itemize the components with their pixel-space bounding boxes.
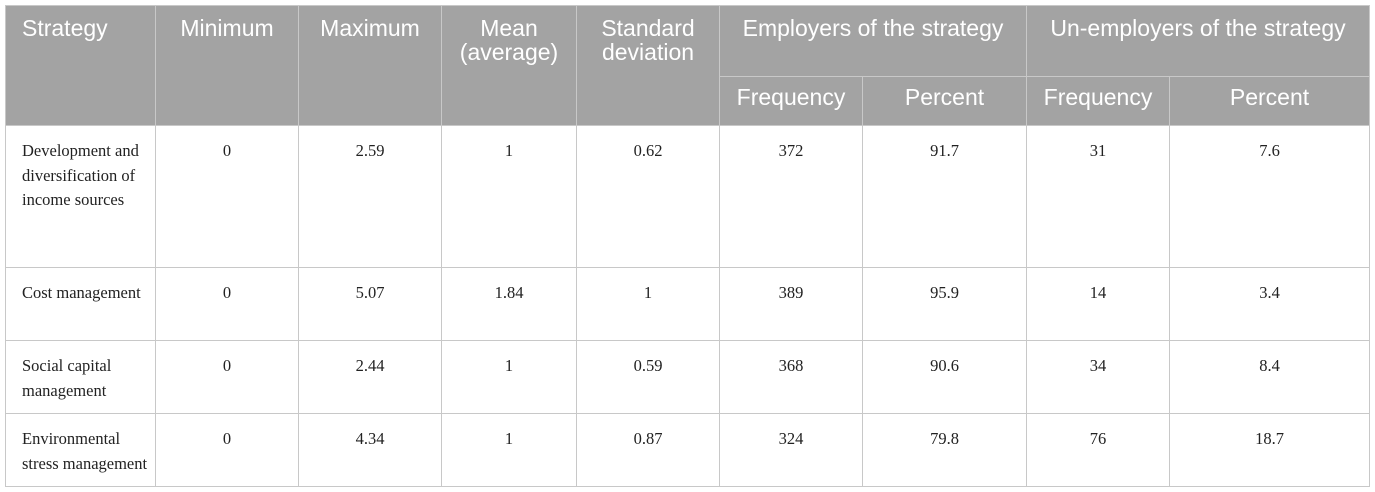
cell-mean: 1 [441, 413, 577, 487]
table-row: Cost management 0 5.07 1.84 1 389 95.9 1… [5, 267, 1371, 341]
cell-minimum: 0 [155, 267, 299, 341]
cell-mean: 1 [441, 125, 577, 268]
cell-minimum: 0 [155, 413, 299, 487]
cell-unemployers-percent: 18.7 [1169, 413, 1371, 487]
header-employers-frequency: Frequency [719, 76, 863, 126]
header-strategy: Strategy [5, 5, 156, 126]
cell-standard-deviation: 0.62 [576, 125, 720, 268]
header-maximum: Maximum [298, 5, 442, 126]
cell-employers-percent: 90.6 [861, 340, 1028, 414]
cell-employers-frequency: 368 [719, 340, 863, 414]
cell-employers-frequency: 372 [719, 125, 863, 268]
cell-standard-deviation: 1 [576, 267, 720, 341]
table-row: Environmental stress management 0 4.34 1… [5, 413, 1371, 487]
cell-strategy: Environmental stress management [5, 413, 156, 487]
cell-unemployers-frequency: 14 [1026, 267, 1171, 341]
cell-unemployers-frequency: 34 [1026, 340, 1171, 414]
cell-strategy: Development and diversification of incom… [5, 125, 156, 268]
table-row: Social capital management 0 2.44 1 0.59 … [5, 340, 1371, 414]
header-standard-deviation: Standard deviation [576, 5, 720, 126]
cell-strategy: Cost management [5, 267, 156, 341]
cell-unemployers-frequency: 76 [1026, 413, 1171, 487]
cell-employers-percent: 79.8 [861, 413, 1028, 487]
header-unemployers-percent: Percent [1169, 76, 1371, 126]
cell-employers-frequency: 389 [719, 267, 863, 341]
strategy-table: Strategy Minimum Maximum Mean (average) … [5, 5, 1371, 487]
header-minimum: Minimum [155, 5, 299, 126]
cell-standard-deviation: 0.87 [576, 413, 720, 487]
table-row: Development and diversification of incom… [5, 125, 1371, 268]
cell-employers-percent: 91.7 [861, 125, 1028, 268]
cell-maximum: 5.07 [298, 267, 442, 341]
cell-minimum: 0 [155, 340, 299, 414]
cell-strategy: Social capital management [5, 340, 156, 414]
cell-maximum: 4.34 [298, 413, 442, 487]
cell-unemployers-percent: 7.6 [1169, 125, 1371, 268]
cell-unemployers-frequency: 31 [1026, 125, 1171, 268]
cell-unemployers-percent: 3.4 [1169, 267, 1371, 341]
cell-employers-percent: 95.9 [861, 267, 1028, 341]
cell-mean: 1.84 [441, 267, 577, 341]
cell-mean: 1 [441, 340, 577, 414]
strategy-table-container: Strategy Minimum Maximum Mean (average) … [5, 5, 1371, 487]
cell-employers-frequency: 324 [719, 413, 863, 487]
cell-maximum: 2.59 [298, 125, 442, 268]
cell-minimum: 0 [155, 125, 299, 268]
header-employers-percent: Percent [861, 76, 1028, 126]
cell-maximum: 2.44 [298, 340, 442, 414]
cell-unemployers-percent: 8.4 [1169, 340, 1371, 414]
header-employers: Employers of the strategy [718, 5, 1028, 77]
header-mean: Mean (average) [441, 5, 577, 126]
header-unemployers: Un-employers of the strategy [1026, 5, 1371, 77]
cell-standard-deviation: 0.59 [576, 340, 720, 414]
header-unemployers-frequency: Frequency [1026, 76, 1171, 126]
